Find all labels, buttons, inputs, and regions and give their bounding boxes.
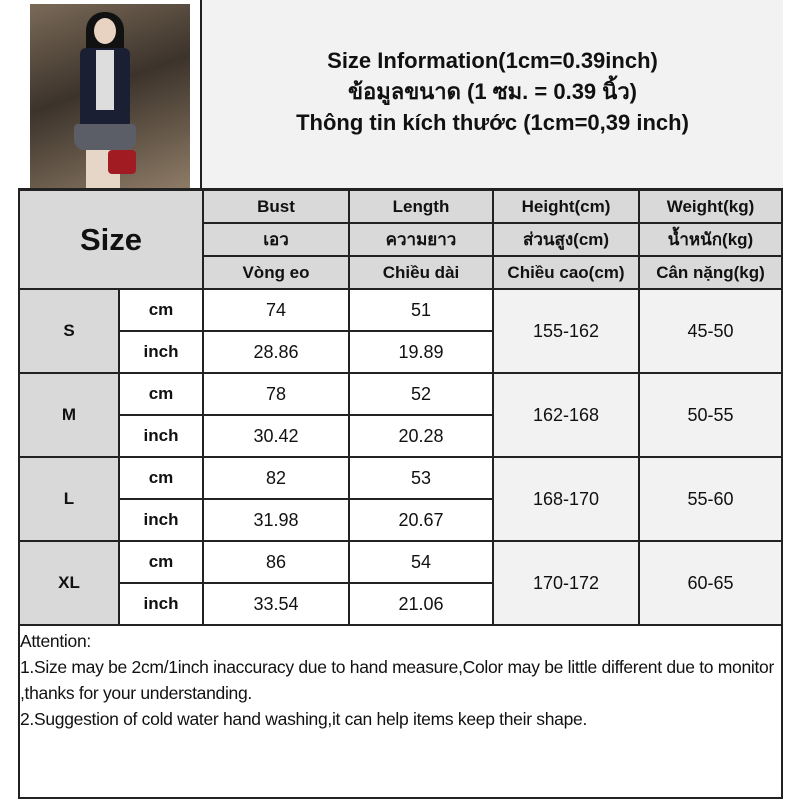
length-value: 51: [348, 288, 494, 332]
weight-range: 45-50: [638, 288, 783, 374]
header-cell: Chiều cao(cm): [492, 255, 640, 290]
size-label: M: [18, 372, 120, 458]
table-row: inch 30.42 20.28: [19, 414, 782, 458]
unit-label: inch: [118, 582, 204, 626]
weight-range: 60-65: [638, 540, 783, 626]
bust-value: 33.54: [202, 582, 350, 626]
weight-range: 50-55: [638, 372, 783, 458]
header-cell: Weight(kg): [638, 189, 783, 224]
unit-label: cm: [118, 288, 204, 332]
length-value: 19.89: [348, 330, 494, 374]
length-value: 53: [348, 456, 494, 500]
header-cell: Bust: [202, 189, 350, 224]
header-cell: Height(cm): [492, 189, 640, 224]
bust-value: 78: [202, 372, 350, 416]
unit-label: inch: [118, 414, 204, 458]
bust-value: 30.42: [202, 414, 350, 458]
length-value: 21.06: [348, 582, 494, 626]
bust-value: 86: [202, 540, 350, 584]
height-range: 155-162: [492, 288, 640, 374]
bust-value: 74: [202, 288, 350, 332]
size-label: XL: [18, 540, 120, 626]
table-row: inch 33.54 21.06: [19, 582, 782, 626]
length-value: 52: [348, 372, 494, 416]
model-image: [30, 4, 190, 188]
size-info-title: Size Information(1cm=0.39inch) ข้อมูลขนา…: [202, 0, 783, 190]
unit-label: inch: [118, 498, 204, 542]
header-cell: น้ำหนัก(kg): [638, 222, 783, 257]
title-english: Size Information(1cm=0.39inch): [327, 47, 658, 73]
attention-note-2: 2.Suggestion of cold water hand washing,…: [20, 709, 588, 729]
bust-value: 28.86: [202, 330, 350, 374]
size-table: Size Bust Length Height(cm) Weight(kg) เ…: [18, 189, 783, 626]
length-value: 20.28: [348, 414, 494, 458]
length-value: 54: [348, 540, 494, 584]
attention-notes: Attention: 1.Size may be 2cm/1inch inacc…: [20, 628, 780, 732]
size-header: Size: [18, 189, 204, 290]
header-cell: เอว: [202, 222, 350, 257]
unit-label: inch: [118, 330, 204, 374]
title-thai: ข้อมูลขนาด (1 ซม. = 0.39 นิ้ว): [347, 78, 637, 104]
height-range: 162-168: [492, 372, 640, 458]
bust-value: 82: [202, 456, 350, 500]
weight-range: 55-60: [638, 456, 783, 542]
header-cell: ความยาว: [348, 222, 494, 257]
table-row: inch 31.98 20.67: [19, 498, 782, 542]
header-cell: Cân nặng(kg): [638, 255, 783, 290]
table-row: inch 28.86 19.89: [19, 330, 782, 374]
bust-value: 31.98: [202, 498, 350, 542]
attention-heading: Attention:: [20, 631, 91, 651]
header-cell: Length: [348, 189, 494, 224]
product-photo: [18, 0, 202, 190]
header-cell: Vòng eo: [202, 255, 350, 290]
unit-label: cm: [118, 540, 204, 584]
unit-label: cm: [118, 456, 204, 500]
height-range: 170-172: [492, 540, 640, 626]
title-vietnamese: Thông tin kích thước (1cm=0,39 inch): [296, 109, 689, 135]
header-cell: ส่วนสูง(cm): [492, 222, 640, 257]
attention-note-1: 1.Size may be 2cm/1inch inaccuracy due t…: [20, 657, 774, 703]
unit-label: cm: [118, 372, 204, 416]
size-label: S: [18, 288, 120, 374]
table-row: XL cm 86 54 170-172 60-65: [18, 540, 783, 626]
length-value: 20.67: [348, 498, 494, 542]
height-range: 168-170: [492, 456, 640, 542]
header-cell: Chiều dài: [348, 255, 494, 290]
size-label: L: [18, 456, 120, 542]
